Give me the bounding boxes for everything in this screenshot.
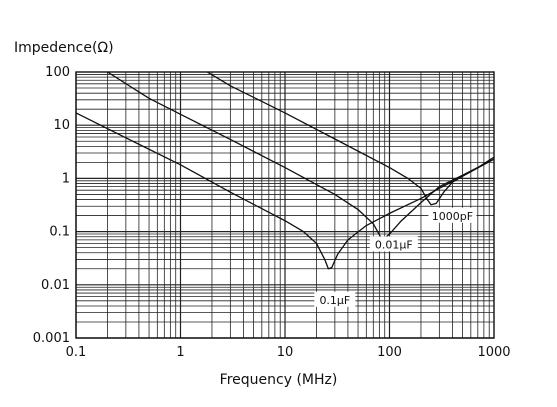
series-line: [206, 72, 494, 206]
series-line: [76, 112, 494, 270]
y-tick-label: 1: [62, 171, 70, 186]
annotation-label: 0.1μF: [319, 294, 350, 307]
y-axis-label: Impedence(Ω): [14, 40, 114, 56]
plot-frame: [75, 71, 495, 339]
series-curves: [76, 72, 494, 270]
y-tick-label: 0.01: [41, 278, 70, 293]
x-tick-label: 1000: [477, 345, 510, 360]
series-line: [107, 72, 494, 239]
y-tick-label: 0.001: [33, 331, 70, 346]
x-tick-label: 1: [176, 345, 184, 360]
x-tick-label: 10: [277, 345, 294, 360]
annotation-bg: [369, 236, 418, 252]
annotation-bg: [428, 207, 477, 223]
y-tick-label: 10: [53, 118, 70, 133]
annotation-label: 1000pF: [432, 210, 473, 223]
x-axis-label: Frequency (MHz): [219, 372, 338, 388]
y-tick-label: 100: [45, 65, 70, 80]
annotations: 0.1μF 0.01μF 1000pF: [314, 207, 477, 307]
x-tick-label: 100: [377, 345, 402, 360]
grid: [75, 71, 495, 339]
annotation-label: 0.01μF: [375, 238, 413, 251]
y-tick-label: 0.1: [49, 225, 70, 240]
annotation-bg: [314, 291, 356, 307]
x-tick-label: 0.1: [66, 345, 87, 360]
